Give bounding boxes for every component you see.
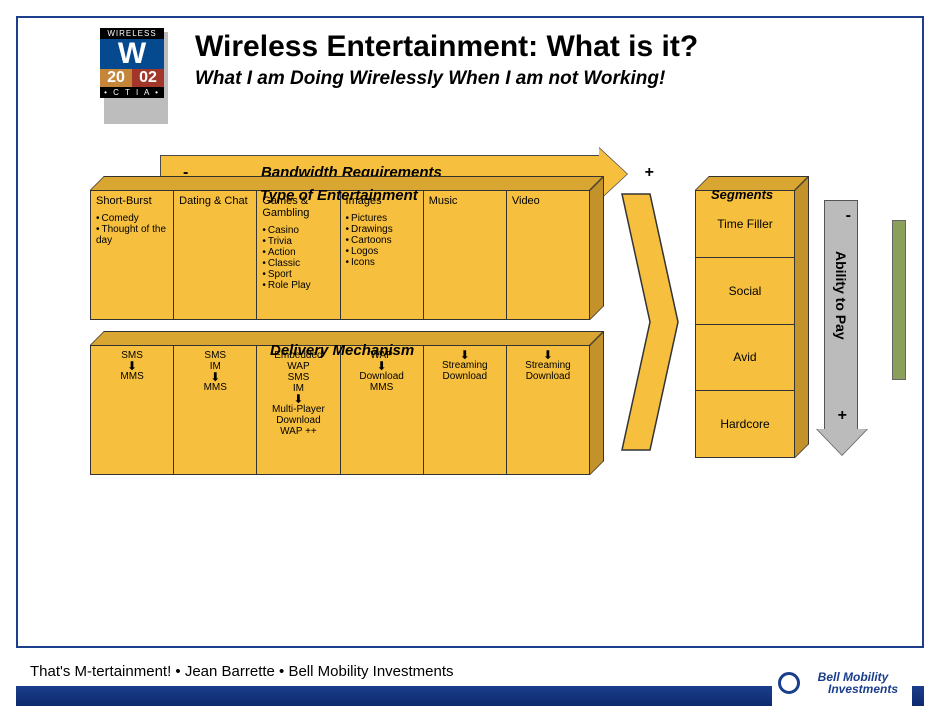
delivery-step: Multi-Player (260, 404, 336, 415)
logo-year: 20 02 (100, 69, 164, 87)
delivery-column: SMS⬇MMS (91, 346, 174, 474)
delivery-header: Delivery Mechanism (270, 342, 414, 359)
block-front-face: Short-Burst ComedyThought of the day Datin… (90, 190, 590, 320)
delivery-step: WAP (260, 361, 336, 372)
block-side-face (590, 331, 604, 475)
delivery-column: ⬇StreamingDownload (424, 346, 507, 474)
type-item: Action (262, 247, 334, 258)
delivery-step: Download (510, 371, 586, 382)
segment-row: Social (696, 258, 794, 325)
type-item-list: PicturesDrawingsCartoonsLogosIcons (346, 213, 418, 268)
chevron-icon (620, 192, 680, 452)
type-column: Dating & Chat (174, 191, 257, 319)
pay-label: Ability to Pay (833, 251, 849, 340)
type-column: Short-Burst ComedyThought of the day (91, 191, 174, 319)
block-side-face (795, 176, 809, 458)
segments-block: Segments Time FillerSocialAvidHardcore (695, 190, 795, 458)
segment-row: Avid (696, 325, 794, 392)
ability-to-pay-arrow: - Ability to Pay + (824, 200, 858, 430)
type-item: Pictures (346, 213, 418, 224)
delivery-step: SMS (177, 350, 253, 361)
down-arrow-icon: ⬇ (260, 394, 336, 404)
delivery-column: SMSIM⬇MMS (174, 346, 257, 474)
delivery-step: Streaming (510, 360, 586, 371)
pay-plus: + (838, 407, 847, 425)
type-item: Logos (346, 246, 418, 257)
type-column-header: Dating & Chat (179, 195, 251, 207)
down-arrow-icon: ⬇ (510, 350, 586, 360)
delivery-step: SMS (260, 372, 336, 383)
type-column: ImagesPicturesDrawingsCartoonsLogosIcons (341, 191, 424, 319)
type-item: Classic (262, 258, 334, 269)
type-item: Role Play (262, 280, 334, 291)
delivery-column: ⬇StreamingDownload (507, 346, 589, 474)
type-item-list: CasinoTriviaActionClassicSportRole Play (262, 225, 334, 291)
type-item: Drawings (346, 224, 418, 235)
delivery-step: Streaming (427, 360, 503, 371)
bell-mobility-logo: Bell Mobility Investments (772, 660, 912, 706)
type-column-header: Music (429, 195, 501, 207)
delivery-step: MMS (94, 371, 170, 382)
type-item: Sport (262, 269, 334, 280)
logo-w: W (100, 39, 164, 69)
segments-header: Segments (711, 187, 773, 202)
delivery-column: EmbeddedWAPSMSIM⬇Multi-PlayerDownloadWAP… (257, 346, 340, 474)
block-side-face (590, 176, 604, 320)
type-item: Thought of the day (96, 224, 168, 246)
block-front-face: SMS⬇MMSSMSIM⬇MMSEmbeddedWAPSMSIM⬇Multi-P… (90, 345, 590, 475)
green-side-bar (892, 220, 906, 380)
type-column: Music (424, 191, 507, 319)
logo-ctia: • C T I A • (100, 87, 164, 98)
slide-title-block: Wireless Entertainment: What is it? What… (195, 30, 698, 90)
type-item: Icons (346, 257, 418, 268)
delivery-mechanism-block: Delivery Mechanism SMS⬇MMSSMSIM⬇MMSEmbed… (90, 345, 590, 475)
type-column: Video (507, 191, 589, 319)
bell-oval-icon (778, 672, 800, 694)
delivery-step: Download (260, 415, 336, 426)
bandwidth-plus: + (645, 164, 654, 182)
slide-title: Wireless Entertainment: What is it? (195, 30, 698, 64)
wireless-2002-logo: WIRELESS W 20 02 • C T I A • (100, 28, 164, 98)
type-item: Trivia (262, 236, 334, 247)
type-item-list: ComedyThought of the day (96, 213, 168, 246)
down-arrow-icon: ⬇ (427, 350, 503, 360)
block-front-face: Time FillerSocialAvidHardcore (695, 190, 795, 458)
type-item: Cartoons (346, 235, 418, 246)
down-arrow-icon: ⬇ (94, 361, 170, 371)
type-header: Type of Entertainment (260, 187, 418, 204)
type-of-entertainment-block: Type of Entertainment Short-BurstComedyT… (90, 190, 590, 320)
type-item: Casino (262, 225, 334, 236)
down-arrow-icon: ⬇ (344, 361, 420, 371)
down-arrow-icon: ⬇ (177, 372, 253, 382)
type-column: Games & GamblingCasinoTriviaActionClassi… (257, 191, 340, 319)
delivery-step: MMS (344, 382, 420, 393)
delivery-step: WAP ++ (260, 426, 336, 437)
footer-text: That's M-tertainment! • Jean Barrette • … (30, 663, 454, 680)
type-column-header: Video (512, 195, 584, 207)
type-item: Comedy (96, 213, 168, 224)
pay-minus: - (846, 207, 851, 225)
delivery-column: WAP⬇DownloadMMS (341, 346, 424, 474)
delivery-step: MMS (177, 382, 253, 393)
type-column-header: Short-Burst (96, 195, 168, 207)
segment-row: Hardcore (696, 391, 794, 457)
slide-subtitle: What I am Doing Wirelessly When I am not… (195, 68, 698, 90)
delivery-step: Download (344, 371, 420, 382)
delivery-step: Download (427, 371, 503, 382)
